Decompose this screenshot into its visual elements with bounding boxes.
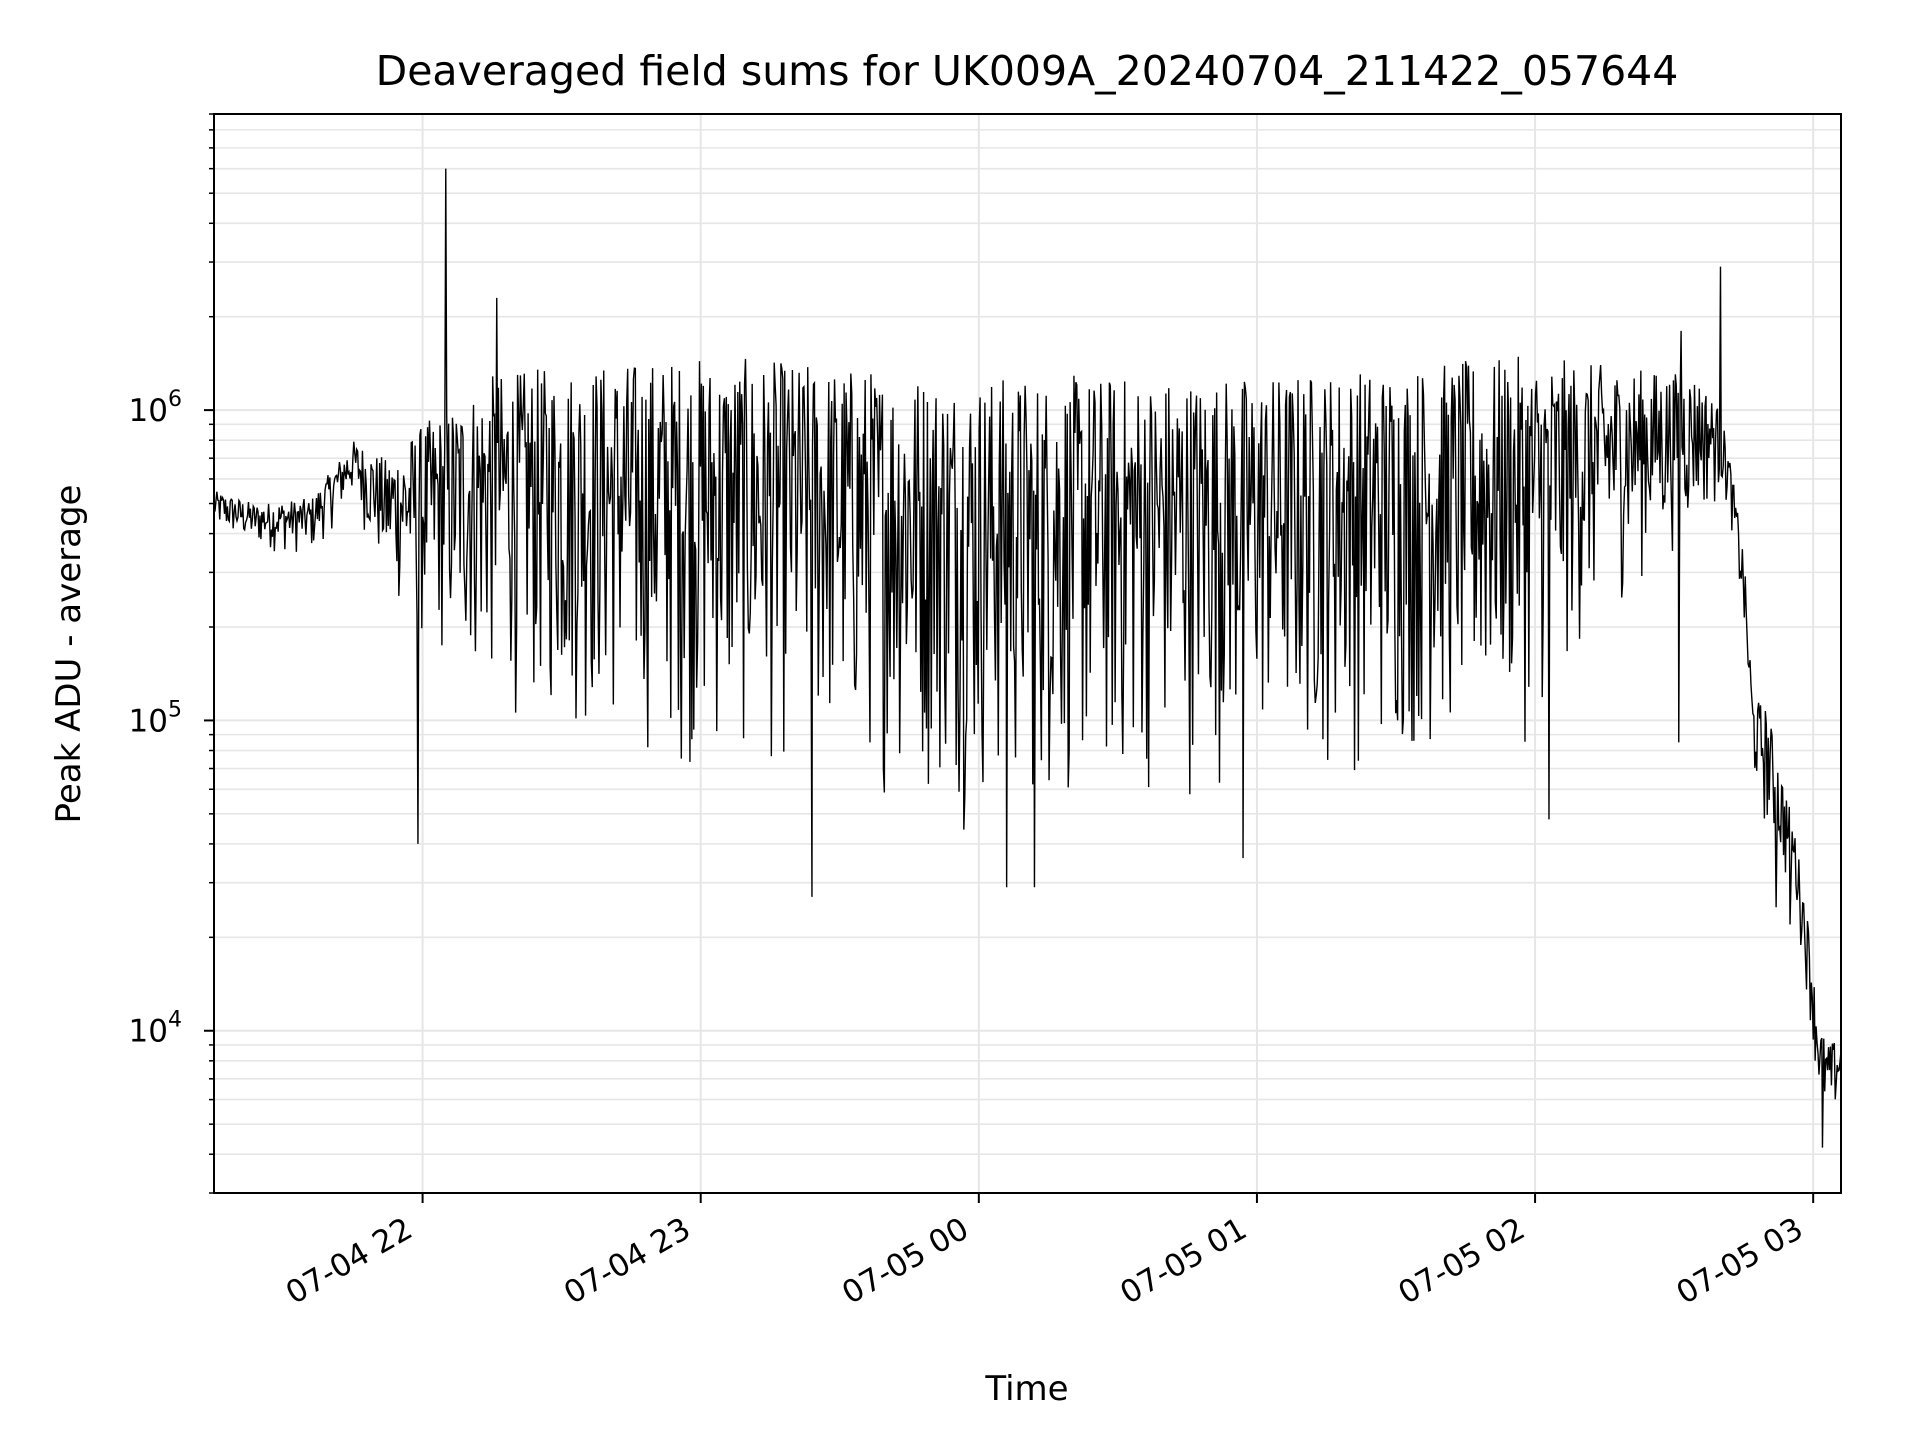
y-tick-exponent: 5: [168, 697, 182, 722]
y-tick-label: 105: [129, 697, 182, 739]
y-tick-exponent: 6: [168, 387, 182, 412]
y-tick-label: 104: [129, 1008, 182, 1050]
series-line: [213, 168, 1842, 1148]
x-axis-title: Time: [984, 1369, 1068, 1409]
y-axis-title: Peak ADU - average: [49, 485, 89, 824]
y-tick-base: 10: [129, 703, 168, 739]
y-tick-base: 10: [129, 393, 168, 429]
y-tick-exponent: 4: [168, 1008, 182, 1033]
chart-title: Deaveraged field sums for UK009A_2024070…: [376, 47, 1679, 95]
plot-frame: [213, 113, 1842, 1194]
data-line: [213, 168, 1842, 1148]
y-tick-base: 10: [129, 1014, 168, 1050]
y-tick-label: 106: [129, 387, 182, 429]
